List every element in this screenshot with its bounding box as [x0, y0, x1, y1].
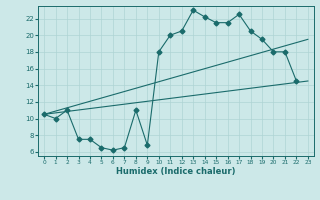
X-axis label: Humidex (Indice chaleur): Humidex (Indice chaleur) — [116, 167, 236, 176]
